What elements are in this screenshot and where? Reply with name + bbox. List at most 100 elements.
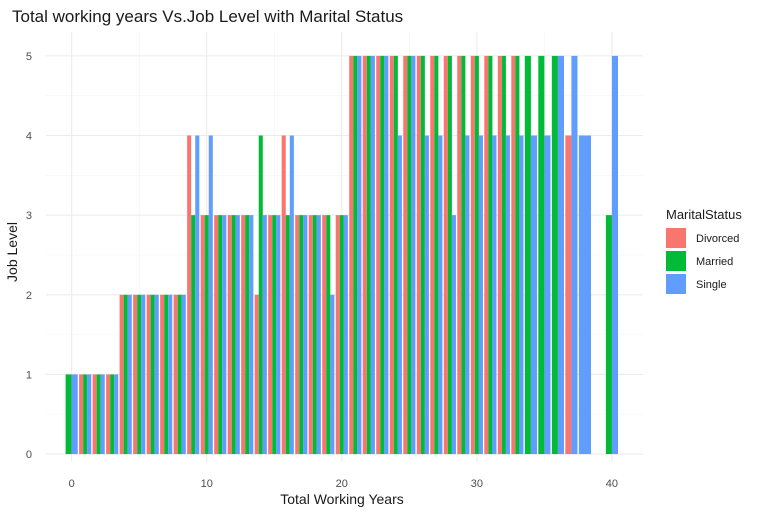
bar-married (339, 215, 344, 455)
bar-divorced (79, 374, 84, 455)
bar-divorced (457, 55, 462, 455)
bar-single (557, 55, 564, 455)
bar-married (380, 55, 385, 455)
bar-single (303, 215, 308, 455)
bar-divorced (200, 215, 205, 455)
bar-single (100, 374, 105, 455)
bar-single (478, 135, 483, 455)
bar-divorced (295, 215, 300, 455)
bar-single (384, 55, 389, 455)
bar-married (420, 55, 425, 455)
bar-married (353, 55, 358, 455)
bar-married (83, 374, 88, 455)
bar-divorced (227, 215, 232, 455)
legend-label-single: Single (696, 279, 727, 291)
bar-divorced (146, 294, 151, 455)
bar-divorced (403, 55, 408, 455)
bar-married (96, 374, 101, 455)
bar-single (195, 135, 200, 455)
bar-divorced (430, 55, 435, 455)
legend-label-married: Married (696, 256, 733, 268)
y-tick-label: 5 (26, 51, 32, 63)
bar-single (235, 215, 240, 455)
bar-married (204, 215, 209, 455)
bar-divorced (241, 215, 246, 455)
bar-married (447, 55, 452, 455)
bar-single (71, 374, 78, 455)
bar-single (262, 215, 267, 455)
x-tick-label: 10 (201, 478, 213, 490)
bar-single (357, 55, 362, 455)
bar-single (370, 55, 375, 455)
bar-single (289, 135, 294, 455)
legend-label-divorced: Divorced (696, 233, 739, 245)
bar-single (127, 294, 132, 455)
bar-single (397, 135, 402, 455)
y-axis-title: Job Level (4, 222, 20, 282)
bar-single (154, 294, 159, 455)
bar-married (524, 55, 531, 455)
bar-divorced (511, 55, 516, 455)
bar-married (150, 294, 155, 455)
bar-single (208, 135, 213, 455)
bar-divorced (119, 294, 124, 455)
bar-married (434, 55, 439, 455)
bar-married (326, 215, 331, 455)
y-axis-ticks: 0 1 2 3 4 5 (26, 51, 32, 461)
x-tick-label: 0 (69, 478, 75, 490)
bar-single (168, 294, 173, 455)
bar-married (218, 215, 223, 455)
bar-divorced (484, 55, 489, 455)
bar-married (474, 55, 479, 455)
bar-single (530, 135, 537, 455)
bar-single (519, 135, 524, 455)
bar-married (272, 215, 277, 455)
bar-married (258, 135, 263, 455)
bar-single (411, 55, 416, 455)
y-tick-label: 4 (26, 131, 32, 143)
bar-divorced (349, 55, 354, 455)
bar-divorced (281, 135, 286, 455)
bar-divorced (254, 294, 259, 455)
bar-single (87, 374, 92, 455)
bar-married (501, 55, 506, 455)
bar-single (114, 374, 119, 455)
bar-divorced (106, 374, 111, 455)
bar-single (316, 215, 321, 455)
bar-married (538, 55, 545, 455)
bar-single (222, 215, 227, 455)
bar-married (164, 294, 169, 455)
bar-divorced (308, 215, 313, 455)
bar-divorced (470, 55, 475, 455)
bar-divorced (133, 294, 138, 455)
bar-divorced (92, 374, 97, 455)
bar-single (343, 215, 348, 455)
legend-key-single (666, 274, 686, 294)
bar-married (285, 215, 290, 455)
bar-divorced (362, 55, 367, 455)
bar-divorced (214, 215, 219, 455)
y-tick-label: 3 (26, 210, 32, 222)
legend-key-married (666, 251, 686, 271)
bar-married (191, 215, 196, 455)
plot-panel (46, 32, 643, 462)
bar-divorced (322, 215, 327, 455)
bar-married (137, 294, 142, 455)
bar-divorced (443, 55, 448, 455)
x-tick-label: 40 (606, 478, 618, 490)
bar-divorced (389, 55, 394, 455)
bar-divorced (416, 55, 421, 455)
bar-married (299, 215, 304, 455)
bar-single (451, 215, 456, 455)
bar-married (177, 294, 182, 455)
bar-married (551, 55, 558, 455)
bar-single (181, 294, 186, 455)
bar-single (571, 55, 578, 455)
bar-single (544, 135, 551, 455)
bar-divorced (376, 55, 381, 455)
bar-single (465, 135, 470, 455)
bar-single (276, 215, 281, 455)
bar-single (611, 55, 619, 455)
bar-divorced (160, 294, 165, 455)
